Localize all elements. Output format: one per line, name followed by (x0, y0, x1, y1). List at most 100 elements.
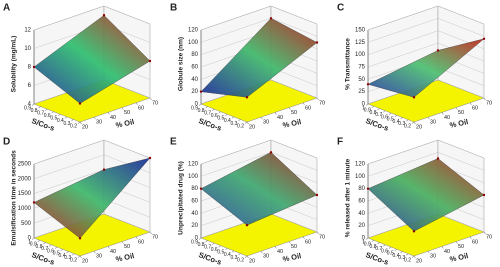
x-tick-label: 0.2 (237, 123, 244, 129)
x-tick (43, 242, 46, 245)
y-tick-label: 20 (82, 124, 88, 130)
x-tick-label: 0.2 (237, 257, 244, 263)
y-tick (441, 112, 444, 115)
y-tick-label: 70 (486, 234, 492, 240)
y-axis-label: % Oil (449, 117, 469, 130)
z-tick-label: 80 (358, 186, 365, 192)
x-tick (244, 121, 248, 124)
x-tick (406, 119, 409, 122)
surface-point (412, 96, 416, 99)
x-tick-label: 0.2 (404, 123, 411, 129)
x-tick (218, 111, 221, 114)
x-tick-label: 1 (362, 239, 365, 245)
y-axis-label: % Oil (282, 251, 302, 264)
z-tick-label: 120 (188, 162, 199, 168)
surface-point (102, 168, 106, 171)
x-tick-label: 0.7 (375, 112, 382, 118)
x-tick-label: 0.8 (198, 242, 205, 248)
y-tick-label: 20 (82, 258, 88, 264)
x-tick (58, 114, 61, 116)
x-tick (49, 244, 52, 247)
x-tick (198, 237, 202, 240)
y-tick (483, 231, 486, 235)
x-tick-label: 0.8 (370, 244, 377, 250)
grid-line (367, 5, 485, 31)
grid-line (200, 5, 318, 31)
x-tick-label: 0.8 (198, 108, 205, 114)
panel-label: C (337, 3, 344, 14)
surface-point (315, 41, 319, 44)
y-tick (413, 255, 416, 259)
z-tick-label: 80 (191, 52, 198, 58)
x-tick (218, 245, 221, 248)
z-tick-label: 1000 (18, 206, 32, 212)
y-tick (302, 236, 305, 239)
z-tick-label: 0 (362, 102, 366, 108)
z-tick-label: 20 (358, 223, 365, 229)
x-tick-label: 0.3 (398, 121, 405, 127)
grid-line (367, 42, 485, 68)
surface-point (482, 37, 486, 40)
x-tick-label: 0.3 (398, 255, 405, 261)
x-tick-label: 0.9 (24, 105, 31, 111)
y-axis-label: % Oil (282, 117, 302, 130)
y-tick-label: 70 (319, 234, 325, 240)
surface-point (245, 96, 249, 99)
y-tick-label: 40 (110, 249, 116, 255)
x-tick-label: 0.4 (393, 119, 400, 125)
x-tick (394, 115, 397, 117)
surface-point (366, 187, 370, 190)
x-tick-label: 0.6 (211, 113, 218, 119)
y-tick (93, 117, 96, 120)
y-tick (469, 102, 472, 105)
y-tick-label: 20 (249, 124, 255, 130)
grid-line (367, 79, 485, 105)
z-tick-label: 0 (195, 102, 199, 108)
x-tick-label: 0.8 (31, 108, 38, 114)
y-tick (427, 251, 430, 254)
y-tick (441, 246, 444, 249)
y-tick (274, 112, 277, 115)
x-tick-label: 0.3 (230, 255, 237, 261)
x-tick-label: 0.2 (70, 123, 77, 129)
y-axis-label: % Oil (449, 251, 469, 264)
y-tick-label: 60 (472, 105, 478, 111)
x-tick (400, 251, 403, 254)
x-tick (377, 242, 380, 245)
x-tick (231, 250, 235, 253)
y-tick-label: 50 (458, 110, 464, 116)
z-tick-label: 120 (188, 28, 199, 34)
y-tick (135, 236, 138, 239)
z-tick-label: 40 (191, 211, 198, 217)
x-tick (38, 106, 41, 109)
x-tick (211, 108, 215, 111)
y-tick-label: 70 (319, 100, 325, 106)
grid-line (33, 213, 151, 239)
x-tick (211, 242, 215, 245)
z-tick-label: 100 (355, 52, 366, 58)
surface-point (78, 102, 82, 105)
x-tick (244, 255, 248, 258)
x-tick-label: 0.9 (30, 242, 37, 248)
y-tick-label: 50 (458, 244, 464, 250)
y-tick (246, 255, 249, 259)
x-tick (238, 253, 241, 256)
y-tick (107, 112, 110, 115)
x-tick-label: 0.4 (224, 252, 231, 258)
x-tick (77, 121, 81, 124)
y-tick (455, 107, 458, 110)
x-tick (238, 119, 241, 122)
x-tick (64, 116, 68, 119)
z-tick-label: 2500 (18, 162, 32, 168)
y-tick-label: 40 (444, 249, 450, 255)
z-tick-label: 75 (358, 65, 365, 71)
y-tick-label: 20 (249, 258, 255, 264)
x-tick-label: 0.6 (381, 248, 388, 254)
x-tick-label: 0.5 (217, 250, 224, 256)
x-tick-label: 0.5 (217, 116, 224, 122)
y-tick (79, 255, 82, 259)
z-tick-label: 8 (28, 65, 32, 71)
x-tick (72, 253, 75, 256)
z-tick-label: 60 (358, 199, 365, 205)
y-tick-label: 30 (96, 120, 102, 126)
